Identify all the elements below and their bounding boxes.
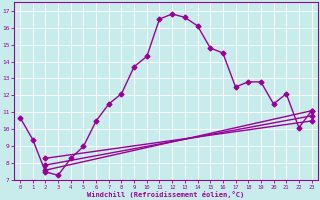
X-axis label: Windchill (Refroidissement éolien,°C): Windchill (Refroidissement éolien,°C) — [87, 191, 244, 198]
